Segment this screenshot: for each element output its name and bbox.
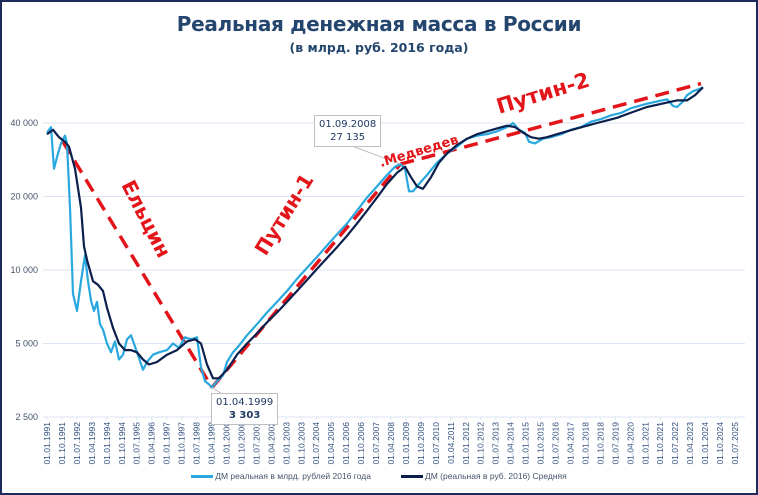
y-tick-label: 20 000 <box>10 192 38 202</box>
x-tick-label: 01.07.2010 <box>431 422 441 465</box>
annotation-yeltsin: Ельцин <box>117 176 176 261</box>
x-tick-label: 01.04.2017 <box>565 422 575 465</box>
x-tick-label: 01.04.1993 <box>87 422 97 465</box>
x-tick-label: 01.07.1998 <box>192 422 202 465</box>
legend-item-average: ДМ (реальная в руб. 2016) Средняя <box>400 471 567 481</box>
x-tick-label: 01.04.2023 <box>685 422 695 465</box>
x-tick-label: 01.01.2006 <box>341 422 351 465</box>
x-tick-label: 01.10.2000 <box>236 422 246 465</box>
callout-leader <box>351 145 401 165</box>
legend-label-average: ДМ (реальная в руб. 2016) Средняя <box>424 471 567 481</box>
x-tick-label: 01.01.2024 <box>700 422 710 465</box>
x-tick-label: 01.01.1994 <box>102 422 112 465</box>
y-tick-label: 5 000 <box>15 339 38 349</box>
x-tick-label: 01.04.1999 <box>207 422 217 465</box>
legend-swatch-raw <box>191 474 214 478</box>
x-tick-label: 01.01.2012 <box>461 422 471 465</box>
x-tick-label: 01.10.2006 <box>356 422 366 465</box>
trend-line <box>210 162 402 389</box>
x-tick-label: 01.07.2019 <box>610 422 620 465</box>
x-tick-label: 01.07.2025 <box>730 422 740 465</box>
x-tick-label: 01.07.2007 <box>371 422 381 465</box>
x-tick-label: 01.07.2004 <box>311 422 321 465</box>
chart-subtitle: (в млрд. руб. 2016 года) <box>289 40 469 55</box>
x-tick-label: 01.07.2022 <box>670 422 680 465</box>
x-tick-label: 01.01.2009 <box>401 422 411 465</box>
y-tick-label: 10 000 <box>10 265 38 275</box>
y-tick-label: 2 500 <box>15 412 38 422</box>
legend-label-raw: ДМ реальная в млрд. рублей 2016 года <box>215 471 371 481</box>
x-tick-label: 01.10.2003 <box>296 422 306 465</box>
x-tick-label: 01.01.1991 <box>42 422 52 465</box>
x-tick-label: 01.01.2018 <box>580 422 590 465</box>
x-tick-label: 01.07.1995 <box>132 422 142 465</box>
x-tick-label: 01.07.2016 <box>551 422 561 465</box>
x-tick-label: 01.10.1994 <box>117 422 127 465</box>
trend-line <box>61 140 214 389</box>
x-tick-label: 01.10.1997 <box>177 422 187 465</box>
x-tick-label: 01.07.2001 <box>251 422 261 465</box>
callout-value: 27 135 <box>330 132 366 143</box>
x-tick-label: 01.10.2021 <box>655 422 665 465</box>
callout-date: 01.09.2008 <box>319 119 377 130</box>
chart-title: Реальная денежная масса в России <box>176 12 582 36</box>
x-tick-label: 01.01.2021 <box>640 422 650 465</box>
x-tick-label: 01.10.1991 <box>57 422 67 465</box>
x-tick-label: 01.04.2002 <box>266 422 276 465</box>
annotation-putin-2: Путин-2 <box>494 68 593 119</box>
x-tick-label: 01.04.2020 <box>625 422 635 465</box>
x-tick-label: 01.10.2009 <box>416 422 426 465</box>
x-tick-label: 01.10.2012 <box>476 422 486 465</box>
x-tick-label: 01.04.2008 <box>386 422 396 465</box>
chart-legend: ДМ реальная в млрд. рублей 2016 года ДМ … <box>0 471 758 481</box>
x-tick-label: 01.04.1996 <box>147 422 157 465</box>
x-tick-label: 01.01.1997 <box>162 422 172 465</box>
x-tick-label: 01.04.2014 <box>506 422 516 465</box>
x-tick-label: 01.10.2015 <box>536 422 546 465</box>
callout-value: 3 303 <box>228 410 261 421</box>
callout-min-1999: 01.04.1999 3 303 <box>211 393 279 425</box>
series-average-line <box>46 86 704 380</box>
legend-swatch-average <box>400 474 423 478</box>
x-tick-label: 01.07.1992 <box>72 422 82 465</box>
legend-item-raw: ДМ реальная в млрд. рублей 2016 года <box>191 471 371 481</box>
x-tick-label: 01.01.2000 <box>221 422 231 465</box>
x-tick-label: 01.10.2018 <box>595 422 605 465</box>
x-tick-label: 01.10.2024 <box>715 422 725 465</box>
x-tick-label: 01.04.2005 <box>326 422 336 465</box>
y-tick-label: 40 000 <box>10 118 38 128</box>
x-tick-label: 01.01.2015 <box>521 422 531 465</box>
annotation-putin-1: Путин-1 <box>250 169 319 259</box>
callout-date: 01.04.1999 <box>216 397 274 408</box>
callout-leader <box>211 387 223 395</box>
x-tick-label: 01.01.2003 <box>281 422 291 465</box>
callout-peak-2008: 01.09.2008 27 135 <box>314 115 382 147</box>
x-tick-label: 01.04.2011 <box>446 422 456 464</box>
x-tick-label: 01.07.2013 <box>491 422 501 465</box>
